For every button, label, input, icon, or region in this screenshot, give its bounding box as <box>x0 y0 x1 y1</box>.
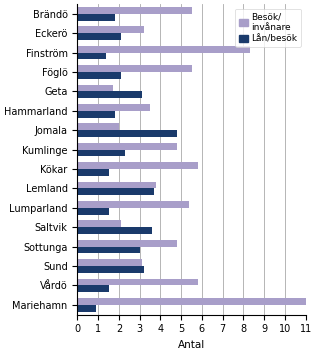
Bar <box>77 46 250 53</box>
Bar <box>77 208 108 215</box>
Bar <box>77 201 190 208</box>
Bar <box>77 188 154 195</box>
Bar <box>77 33 121 40</box>
Bar <box>77 65 191 72</box>
Bar <box>77 85 113 91</box>
Bar <box>77 14 115 21</box>
Bar <box>77 130 177 137</box>
Bar <box>77 247 140 253</box>
Bar <box>77 221 121 227</box>
Bar <box>77 227 152 234</box>
Bar <box>77 240 177 247</box>
Bar <box>77 150 125 156</box>
X-axis label: Antal: Antal <box>178 340 205 350</box>
Bar <box>77 285 108 292</box>
Bar <box>77 305 96 312</box>
Bar <box>77 182 156 188</box>
Bar <box>77 298 306 305</box>
Bar <box>77 169 108 176</box>
Legend: Besök/
invånare, Lån/besök: Besök/ invånare, Lån/besök <box>235 9 301 47</box>
Bar <box>77 91 142 98</box>
Bar <box>77 266 144 273</box>
Bar <box>77 259 142 266</box>
Bar <box>77 279 198 285</box>
Bar <box>77 124 119 130</box>
Bar <box>77 7 191 14</box>
Bar <box>77 143 177 150</box>
Bar <box>77 104 150 111</box>
Bar <box>77 27 144 33</box>
Bar <box>77 72 121 79</box>
Bar <box>77 111 115 118</box>
Bar <box>77 162 198 169</box>
Bar <box>77 53 106 59</box>
